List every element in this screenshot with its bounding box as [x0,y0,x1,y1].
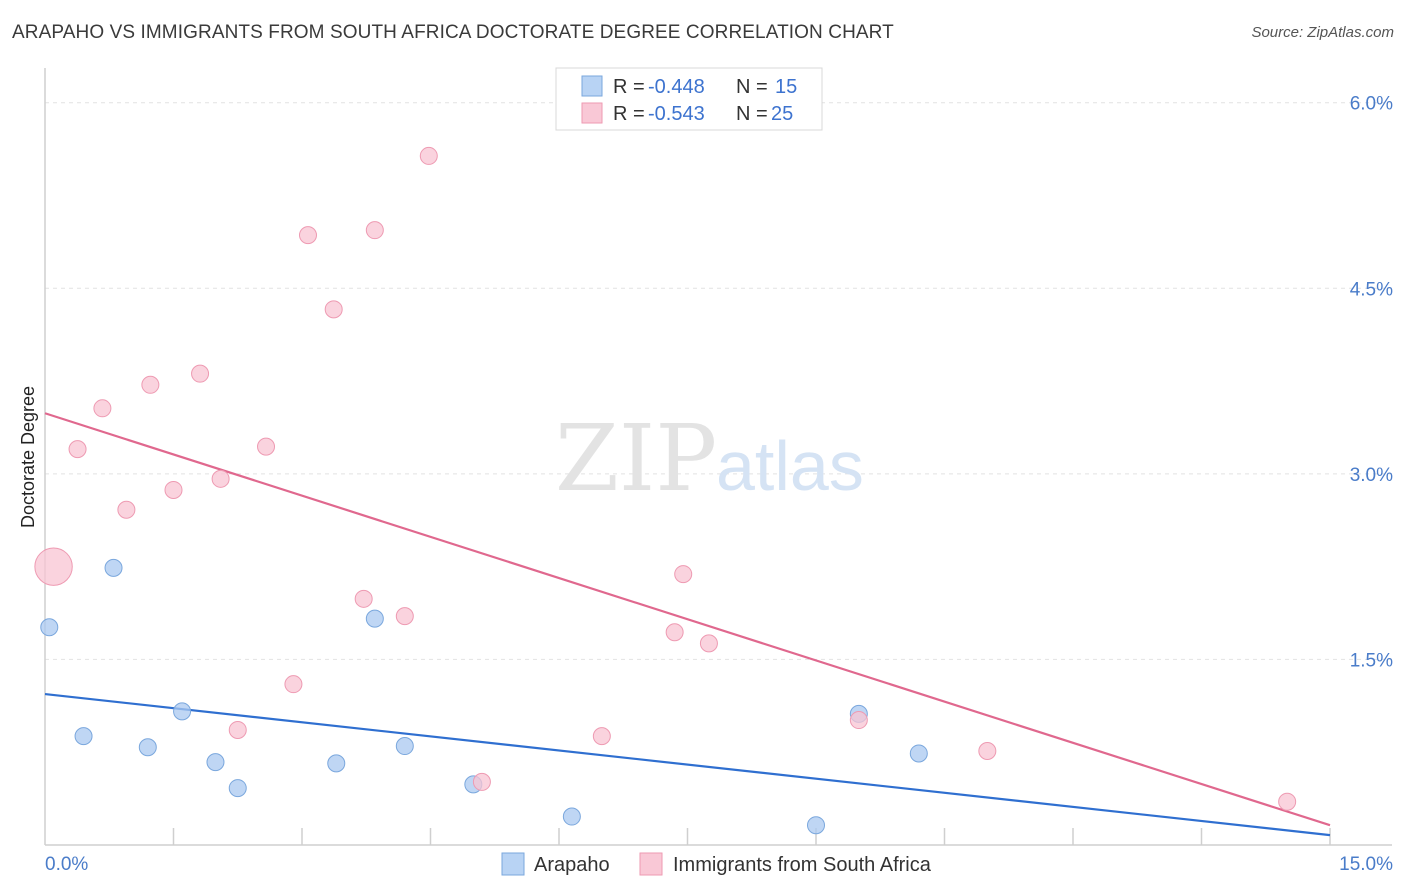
point-arapaho-14 [909,744,928,763]
point-south-africa-11 [324,300,343,319]
point-arapaho-8 [365,609,384,628]
point-arapaho-9 [395,737,414,756]
y-axis-title: Doctorate Degree [18,386,38,528]
trendline-arapaho [44,692,1331,837]
legend-r-value-1: -0.448 [648,76,705,98]
point-south-africa-20 [674,565,693,584]
watermark: ZIP atlas [555,405,864,512]
watermark-zip: ZIP [555,405,717,512]
point-south-africa-5 [164,480,183,499]
y-tick-label-2: 4.5% [1350,279,1393,300]
point-south-africa-16 [228,720,247,739]
point-south-africa-0 [34,547,73,586]
legend-bottom-swatch-south-africa [639,852,663,876]
legend-series: Arapaho Immigrants from South Africa [501,852,932,876]
point-arapaho-0 [40,618,59,637]
point-south-africa-1 [68,440,87,459]
point-arapaho-6 [228,779,247,798]
point-south-africa-13 [365,221,384,240]
y-tick-label-1: 3.0% [1350,465,1393,486]
point-arapaho-3 [138,738,157,757]
trendline-south-africa [44,412,1331,827]
point-south-africa-8 [257,437,276,456]
point-south-africa-2 [93,399,112,418]
point-south-africa-17 [472,772,491,791]
point-arapaho-11 [562,807,581,826]
point-south-africa-4 [141,375,160,394]
gridlines [45,102,1392,660]
point-south-africa-14 [395,607,414,626]
point-south-africa-12 [354,589,373,608]
x-ticks [172,828,1331,845]
point-south-africa-6 [191,364,210,383]
point-south-africa-10 [298,226,317,245]
x-tick-label-0: 0.0% [45,854,88,875]
point-arapaho-7 [327,754,346,773]
chart-title: ARAPAHO VS IMMIGRANTS FROM SOUTH AFRICA … [12,22,894,43]
y-tick-label-3: 6.0% [1350,94,1393,115]
legend-r-label-1: R = [613,76,645,98]
legend-bottom-label-arapaho: Arapaho [534,854,610,876]
legend-n-value-1: 15 [775,76,797,98]
legend-swatch-arapaho [581,75,603,97]
chart-source: Source: ZipAtlas.com [1251,24,1394,41]
point-arapaho-4 [173,702,192,721]
trendlines [44,412,1331,837]
point-south-africa-3 [117,500,136,519]
legend-bottom-label-south-africa: Immigrants from South Africa [673,854,932,876]
axes [44,68,1392,846]
x-tick-label-1: 15.0% [1339,854,1393,875]
legend-swatch-south-africa [581,102,603,124]
point-south-africa-21 [699,634,718,653]
legend-n-label-1: N = [736,76,768,98]
legend-r-label-2: R = [613,103,645,125]
point-south-africa-15 [419,146,438,165]
point-south-africa-19 [665,623,684,642]
legend-n-value-2: 25 [771,103,793,125]
y-tick-label-0: 1.5% [1350,650,1393,671]
x-tick-labels: 0.0% 15.0% [45,854,1393,875]
point-south-africa-7 [211,469,230,488]
point-south-africa-9 [284,675,303,694]
point-arapaho-1 [104,558,123,577]
point-arapaho-2 [74,727,93,746]
point-south-africa-23 [978,741,997,760]
point-arapaho-13 [807,816,825,835]
data-points [34,146,1297,835]
point-arapaho-5 [206,753,225,772]
point-south-africa-22 [849,711,868,730]
point-south-africa-18 [592,727,611,746]
y-tick-labels: 1.5% 3.0% 4.5% 6.0% [1350,94,1393,672]
legend-correlation: R = -0.448 N = 15 R = -0.543 N = 25 [555,67,823,131]
point-south-africa-24 [1278,792,1297,811]
legend-r-value-2: -0.543 [648,103,705,125]
legend-n-label-2: N = [736,103,768,125]
watermark-atlas: atlas [716,427,864,505]
legend-bottom-swatch-arapaho [501,852,525,876]
